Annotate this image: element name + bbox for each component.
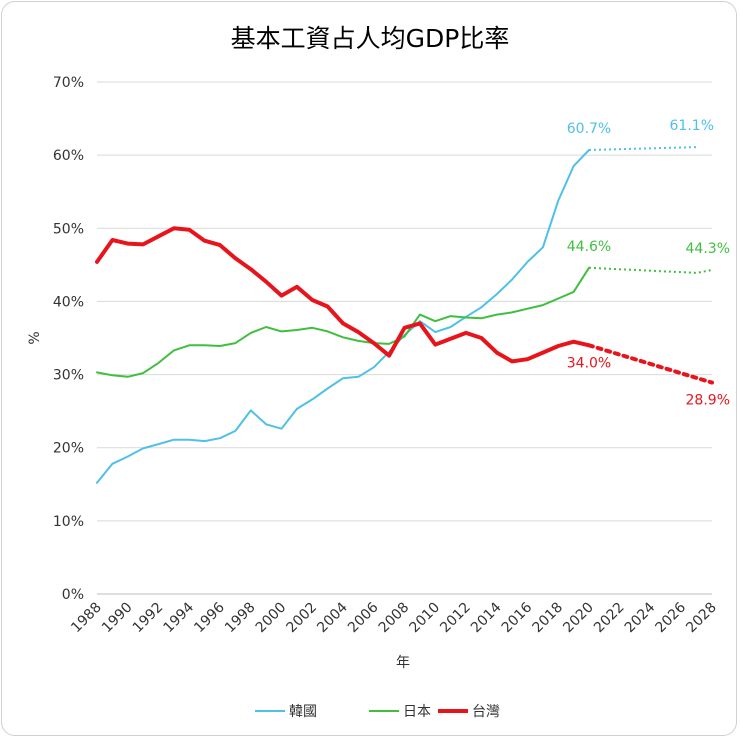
- legend-label-1: 日本: [403, 704, 431, 720]
- data-label: 61.1%: [670, 118, 714, 134]
- x-tick-label: 1994: [161, 599, 198, 636]
- y-tick-label: 10%: [53, 514, 84, 530]
- x-tick-label: 2018: [530, 600, 567, 637]
- series-line-2: [95, 226, 591, 364]
- x-tick-label: 2020: [560, 600, 597, 637]
- x-tick-label: 1990: [99, 600, 136, 637]
- x-tick-label: 1996: [191, 599, 228, 636]
- data-label: 60.7%: [567, 121, 611, 137]
- x-tick-label: 2024: [622, 599, 659, 636]
- data-label: 34.0%: [567, 355, 611, 371]
- chart-title: 基本工資占人均GDP比率: [231, 24, 510, 53]
- x-tick-label: 1998: [222, 600, 259, 637]
- y-axis-ticks: 0% 10% 20% 30% 40% 50% 60% 70%: [53, 75, 84, 603]
- series-projection-0: [588, 146, 697, 151]
- data-label: 28.9%: [686, 393, 730, 409]
- y-tick-label: 60%: [53, 148, 84, 164]
- y-tick-label: 50%: [53, 221, 84, 237]
- x-tick-label: 2028: [683, 600, 720, 637]
- x-tick-label: 2012: [437, 600, 474, 637]
- y-tick-label: 40%: [53, 294, 84, 310]
- x-tick-label: 2008: [376, 600, 413, 637]
- data-label: 44.6%: [567, 239, 611, 255]
- x-tick-label: 1992: [130, 600, 167, 637]
- x-tick-label: 2026: [653, 599, 690, 636]
- data-label: 44.3%: [686, 241, 730, 257]
- x-tick-label: 2004: [314, 599, 351, 636]
- x-tick-label: 2022: [591, 600, 628, 637]
- y-tick-label: 20%: [53, 441, 84, 457]
- y-tick-label: 0%: [62, 587, 84, 603]
- x-tick-label: 2016: [499, 599, 536, 636]
- x-tick-label: 2010: [407, 600, 444, 637]
- y-tick-label: 70%: [53, 75, 84, 91]
- series-projection-2: [587, 343, 714, 385]
- x-tick-label: 2002: [284, 600, 321, 637]
- series-layer: [95, 146, 714, 484]
- legend: 韓國 日本 台灣: [255, 704, 500, 720]
- x-tick-label: 2006: [345, 599, 382, 636]
- series-line-1: [96, 266, 590, 378]
- gridlines: [97, 81, 712, 595]
- y-tick-label: 30%: [53, 368, 84, 384]
- x-axis-ticks: 1988199019921994199619982000200220042006…: [68, 599, 720, 636]
- x-tick-label: 1988: [68, 600, 105, 637]
- x-axis-label: 年: [396, 655, 410, 671]
- legend-label-0: 韓國: [289, 704, 317, 720]
- series-line-0: [96, 149, 590, 484]
- legend-label-2: 台灣: [472, 704, 500, 720]
- data-labels: 60.7% 61.1% 44.6% 44.3% 34.0% 28.9%: [567, 118, 730, 409]
- x-tick-label: 2000: [253, 600, 290, 637]
- x-tick-label: 2014: [468, 599, 505, 636]
- series-projection-1: [588, 266, 713, 274]
- y-axis-label: %: [27, 331, 43, 344]
